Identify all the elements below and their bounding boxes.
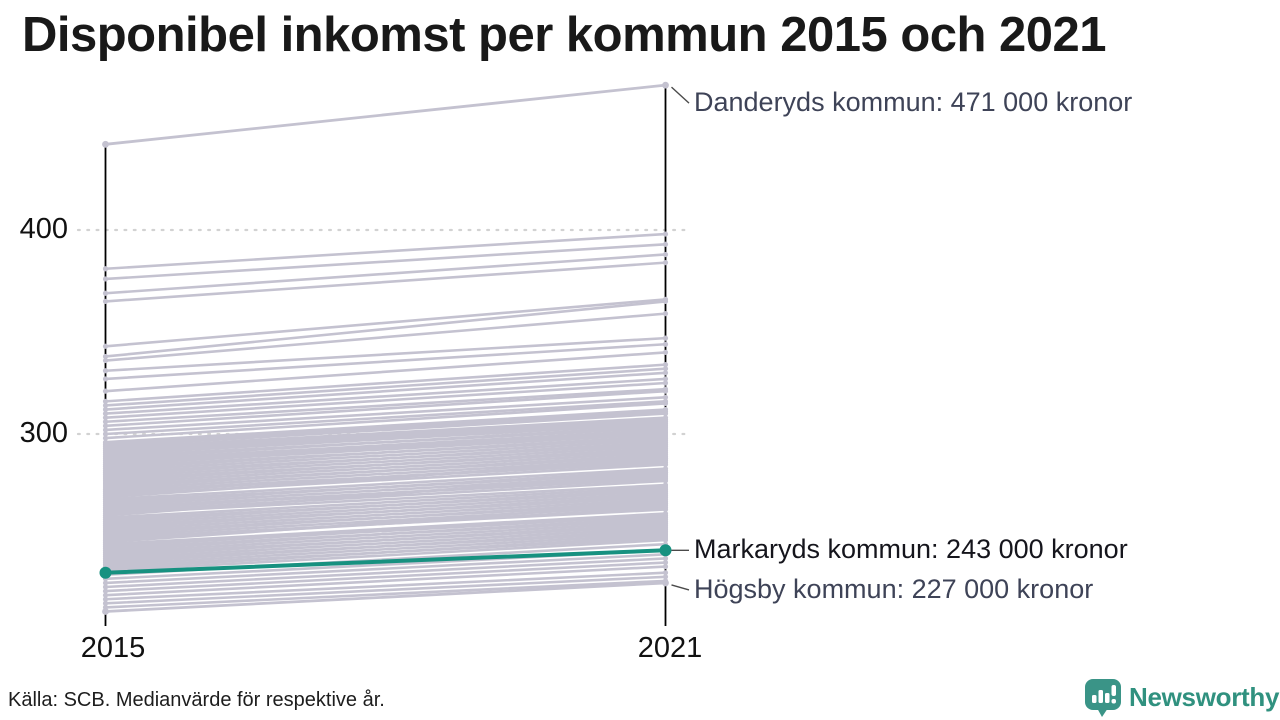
source-note: Källa: SCB. Medianvärde för respektive å… <box>8 689 385 711</box>
x-tick-2015: 2015 <box>80 632 146 664</box>
chart-title: Disponibel inkomst per kommun 2015 och 2… <box>22 8 1107 62</box>
newsworthy-logo: Newsworthy <box>1084 676 1279 718</box>
y-tick-400: 400 <box>19 212 68 245</box>
annotation-markaryd: Markaryds kommun: 243 000 kronor <box>694 534 1128 565</box>
x-tick-2021: 2021 <box>637 632 703 664</box>
annotation-danderyd: Danderyds kommun: 471 000 kronor <box>694 87 1133 118</box>
annotation-hogsby: Högsby kommun: 227 000 kronor <box>694 573 1094 604</box>
newsworthy-wordmark: Newsworthy <box>1129 681 1280 712</box>
y-tick-300: 300 <box>19 416 68 449</box>
newsworthy-icon <box>1085 679 1121 717</box>
